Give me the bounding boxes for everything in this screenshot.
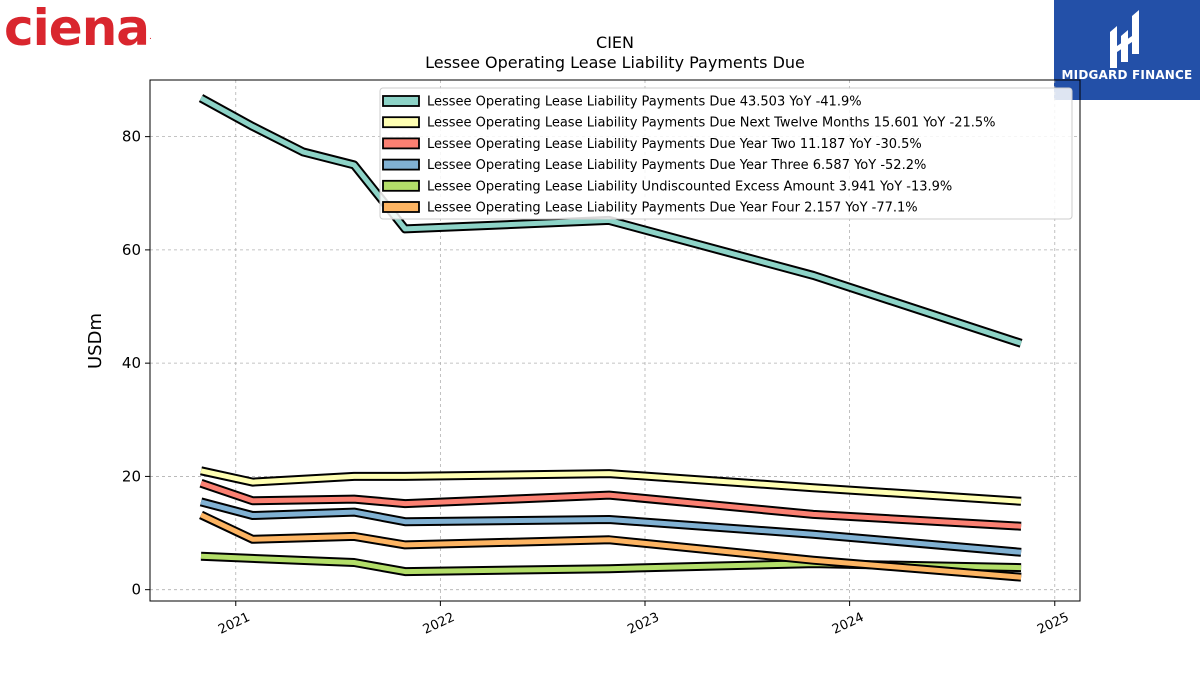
legend-swatch: [382, 116, 420, 129]
chart-subtitle: Lessee Operating Lease Liability Payment…: [425, 53, 805, 72]
legend-label: Lessee Operating Lease Liability Payment…: [427, 158, 926, 173]
x-tick-label: 2025: [1035, 610, 1071, 638]
y-tick-label: 20: [122, 467, 141, 485]
legend: Lessee Operating Lease Liability Payment…: [379, 87, 1073, 220]
ciena-logo: ciena.: [4, 0, 152, 65]
y-tick-label: 80: [122, 128, 141, 146]
legend-swatch: [382, 201, 420, 213]
y-tick-label: 60: [122, 241, 141, 259]
series-line-2: [200, 468, 1022, 504]
midgard-logo-icon: [1110, 10, 1139, 68]
legend-swatch: [382, 95, 420, 107]
y-axis-label: USDm: [85, 313, 106, 369]
legend-swatch: [382, 179, 420, 192]
x-tick-label: 2024: [830, 610, 866, 638]
plot-frame: [149, 79, 1081, 602]
midgard-finance-text: MIDGARD FINANCE: [1061, 68, 1193, 82]
legend-label: Lessee Operating Lease Liability Payment…: [427, 95, 862, 110]
x-tick-label: 2021: [216, 610, 252, 638]
y-tick-label: 0: [131, 581, 141, 599]
series-line-3: [200, 480, 1022, 529]
x-tick-label: 2023: [625, 610, 661, 638]
series-line-outline-4: [199, 497, 1022, 557]
midgard-finance-watermark: MIDGARD FINANCE: [1054, 0, 1200, 100]
chart-title: CIEN: [596, 33, 634, 52]
legend-swatch: [382, 137, 420, 150]
legend-label: Lessee Operating Lease Liability Undisco…: [427, 179, 952, 194]
series-line-6: [199, 512, 1022, 580]
legend-label: Lessee Operating Lease Liability Payment…: [427, 116, 996, 131]
legend-label: Lessee Operating Lease Liability Payment…: [427, 137, 922, 152]
legend-swatch: [382, 158, 420, 171]
y-axis: 0 20 40 60 80: [122, 128, 150, 599]
legend-label: Lessee Operating Lease Liability Payment…: [427, 201, 918, 216]
ciena-logo-text: ciena: [4, 0, 150, 57]
x-tick-label: 2022: [421, 610, 457, 638]
x-axis: 2021 2022 2023 2024 2025: [216, 601, 1071, 638]
y-tick-label: 40: [122, 354, 141, 372]
series-line-4: [200, 499, 1022, 555]
ciena-logo-mark: .: [149, 32, 152, 42]
legend-box: [379, 87, 1073, 220]
